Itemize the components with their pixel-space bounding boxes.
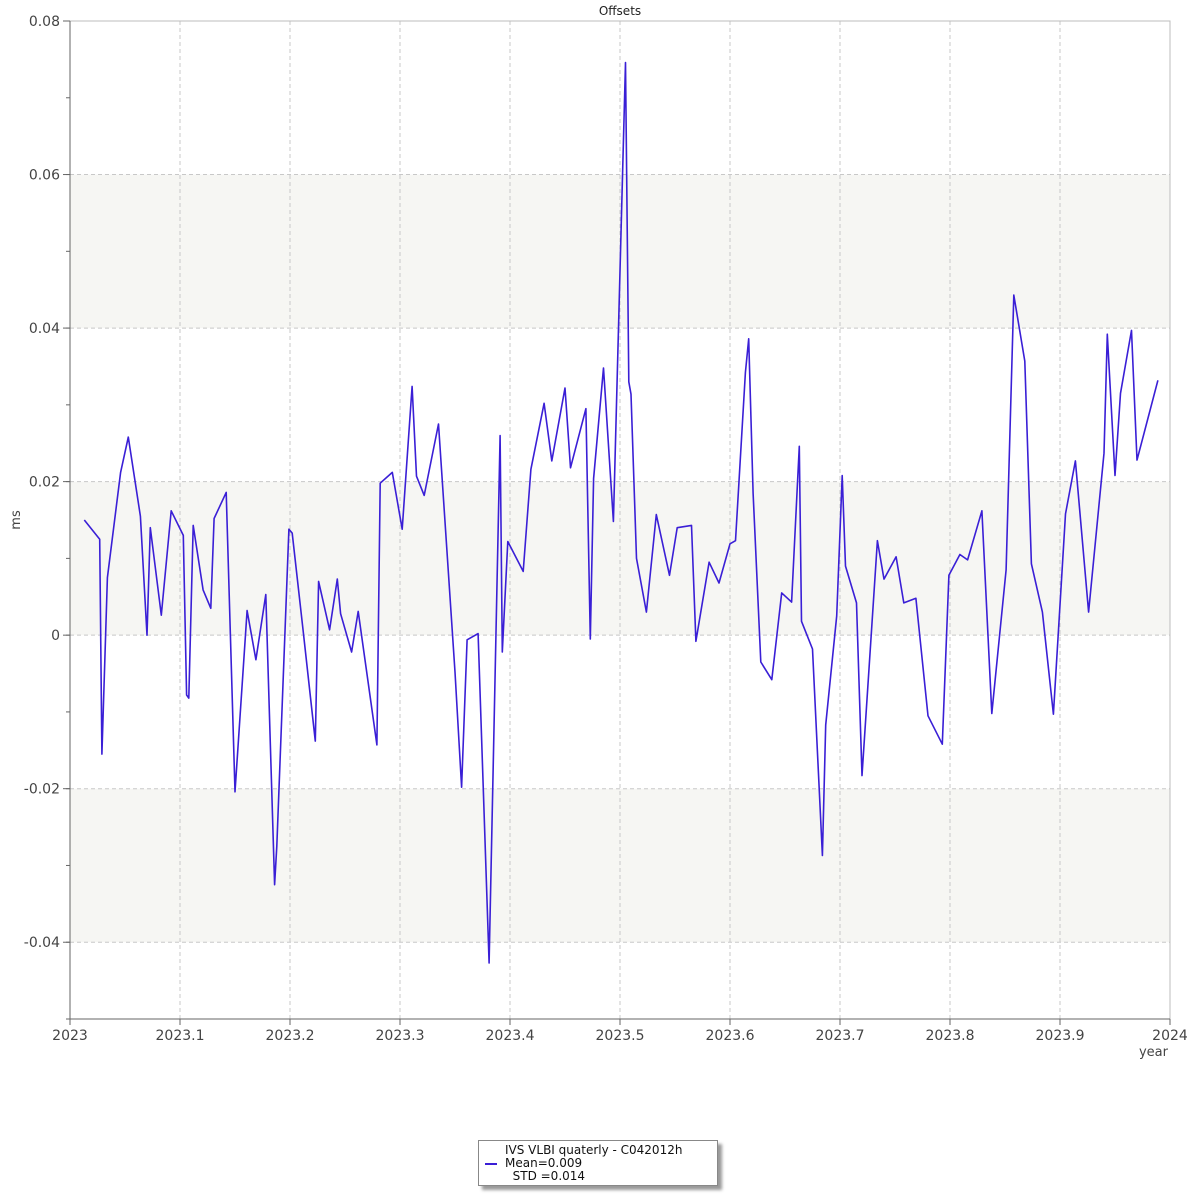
x-tick-label: 2023.2 [266,1028,315,1044]
x-tick-label: 2023.3 [376,1028,425,1044]
y-tick-label: 0.04 [29,321,60,337]
y-axis-ticks: -0.04 -0.02 0 0.02 0.04 0.06 0.08 [24,14,70,1020]
x-tick-label: 2023.6 [706,1028,755,1044]
x-tick-label: 2023.1 [156,1028,205,1044]
x-axis-title: year [1139,1045,1169,1060]
x-tick-label: 2023.4 [486,1028,535,1044]
x-tick-label: 2023.9 [1036,1028,1085,1044]
y-tick-label: -0.04 [24,935,60,951]
y-tick-label: 0.08 [29,14,60,30]
x-axis-ticks: 2023 2023.1 2023.2 2023.3 2023.4 2023.5 2023.6… [52,1019,1188,1044]
legend-mean: Mean=0.009 [505,1156,583,1170]
x-tick-label: 2023.5 [596,1028,645,1044]
y-tick-label: 0.06 [29,168,60,184]
legend-series-name: IVS VLBI quaterly - C042012h [505,1143,683,1157]
series-line [83,61,1159,964]
y-tick-label: 0.02 [29,475,60,491]
legend: IVS VLBI quaterly - C042012h Mean=0.009 … [478,1140,718,1186]
y-tick-label: 0 [51,628,60,644]
chart-title: Offsets [599,4,641,18]
series-layer [83,61,1159,964]
legend-std: STD =0.014 [505,1169,586,1183]
x-tick-label: 2024 [1152,1028,1188,1044]
x-tick-label: 2023 [52,1028,88,1044]
y-tick-label: -0.02 [24,782,60,798]
x-tick-label: 2023.7 [816,1028,865,1044]
legend-swatch-icon [485,1163,497,1165]
x-tick-label: 2023.8 [926,1028,975,1044]
y-axis-title: ms [9,510,24,530]
